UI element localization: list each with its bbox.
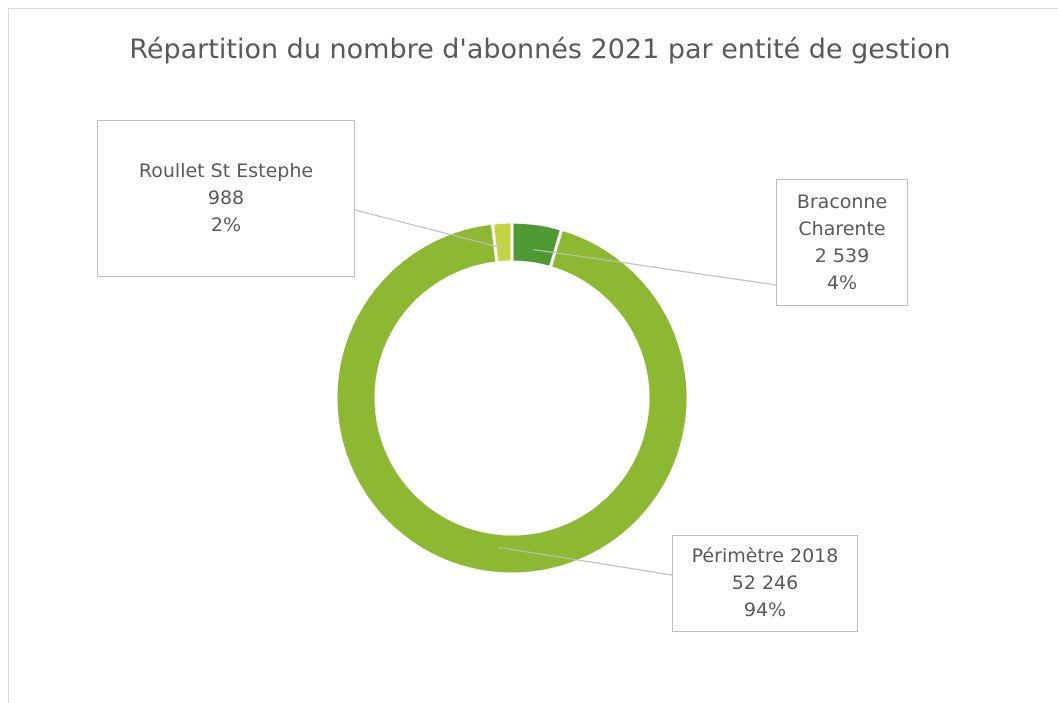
value-label: 988	[207, 187, 245, 209]
category-label: Périmètre 2018	[691, 545, 839, 567]
percent-label: 4%	[826, 271, 858, 294]
chart-title: Répartition du nombre d'abonnés 2021 par…	[129, 34, 951, 65]
value-label: 2 539	[814, 244, 870, 267]
donut-slice	[334, 221, 690, 576]
leader-line	[533, 248, 777, 286]
percent-label: 94%	[743, 599, 787, 621]
category-label: Braconne Charente	[796, 190, 888, 240]
category-label: Roullet St Estephe	[138, 160, 314, 182]
leader-line	[498, 546, 673, 576]
donut-slice	[490, 220, 514, 265]
percent-label: 2%	[210, 214, 242, 236]
value-label: 52 246	[731, 572, 799, 594]
chart-frame	[8, 8, 1058, 703]
data-label-box: Roullet St Estephe 988 2%	[97, 120, 355, 277]
data-label-box: Périmètre 2018 52 246 94%	[672, 535, 858, 632]
leader-line	[354, 209, 504, 249]
data-label-box: Braconne Charente 2 539 4%	[776, 179, 908, 306]
